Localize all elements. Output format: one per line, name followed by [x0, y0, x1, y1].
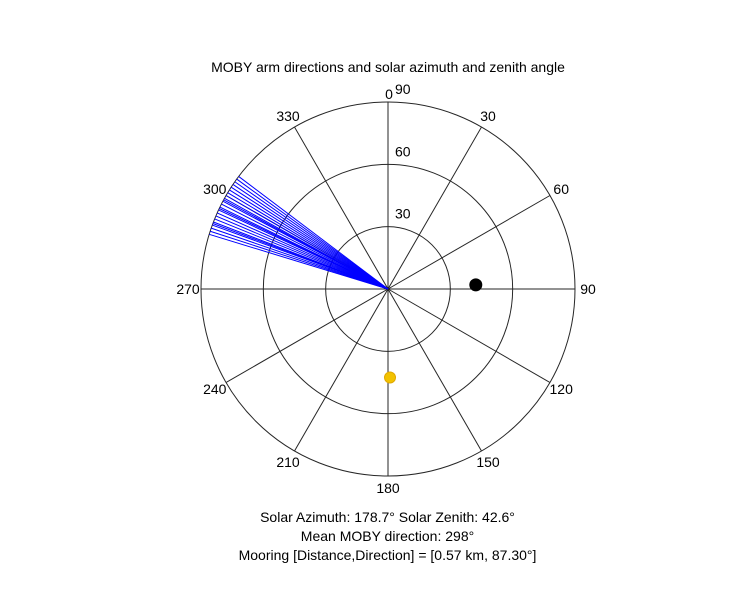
arm-direction-line	[224, 197, 389, 290]
arm-direction-line	[229, 189, 389, 290]
polar-grid	[200, 101, 576, 477]
arm-direction-line	[213, 221, 389, 290]
radial-tick-label: 90	[395, 81, 411, 97]
arm-direction-line	[230, 186, 389, 290]
angle-tick-label: 240	[203, 381, 227, 397]
grid-spoke-330	[294, 126, 389, 290]
arm-direction-line	[232, 184, 389, 290]
grid-spoke-120	[387, 288, 551, 383]
angle-tick-label: 60	[553, 181, 569, 197]
arm-direction-line	[216, 212, 389, 290]
mean-direction-info: Mean MOBY direction: 298°	[300, 528, 475, 544]
angle-tick-label: 270	[176, 281, 200, 297]
arm-direction-line	[225, 195, 389, 290]
angle-tick-label: 0	[385, 86, 393, 102]
angle-tick-label: 210	[276, 454, 300, 470]
grid-spoke-60	[387, 195, 551, 290]
angle-tick-label: 30	[480, 108, 496, 124]
arm-direction-line	[211, 227, 389, 290]
mooring-marker	[469, 278, 483, 292]
grid-spoke-150	[387, 288, 482, 452]
arm-direction-line	[215, 215, 389, 290]
arm-direction-line	[238, 176, 389, 290]
grid-spoke-240	[225, 288, 389, 383]
angle-tick-label: 150	[476, 454, 500, 470]
grid-spoke-30	[387, 126, 482, 290]
radial-tick-label: 60	[395, 143, 411, 159]
arm-direction-line	[227, 192, 389, 290]
angle-tick-label: 330	[276, 108, 300, 124]
mooring-info: Mooring [Distance,Direction] = [0.57 km,…	[238, 547, 537, 563]
arm-direction-line	[234, 181, 389, 290]
angle-tick-label: 300	[203, 181, 227, 197]
chart-title: MOBY arm directions and solar azimuth an…	[211, 59, 565, 75]
sun-marker	[384, 371, 397, 384]
arm-direction-line	[236, 178, 389, 290]
arm-direction-line	[219, 206, 389, 290]
arm-direction-line	[209, 230, 389, 290]
angle-tick-label: 90	[580, 281, 596, 297]
markers	[384, 278, 483, 384]
arm-direction-line	[214, 218, 389, 290]
tick-labels: 0 30 60 90 120 150 180 210 240 270 300 330 30 60 90	[176, 81, 596, 496]
radial-tick-label: 30	[395, 206, 411, 222]
angle-tick-label: 180	[376, 480, 400, 496]
arm-direction-line	[221, 203, 389, 290]
grid-spoke-210	[294, 288, 389, 452]
solar-info: Solar Azimuth: 178.7° Solar Zenith: 42.6…	[260, 509, 515, 525]
arm-direction-line	[209, 233, 389, 290]
angle-tick-label: 120	[550, 381, 574, 397]
moby-arm-directions	[209, 176, 389, 290]
